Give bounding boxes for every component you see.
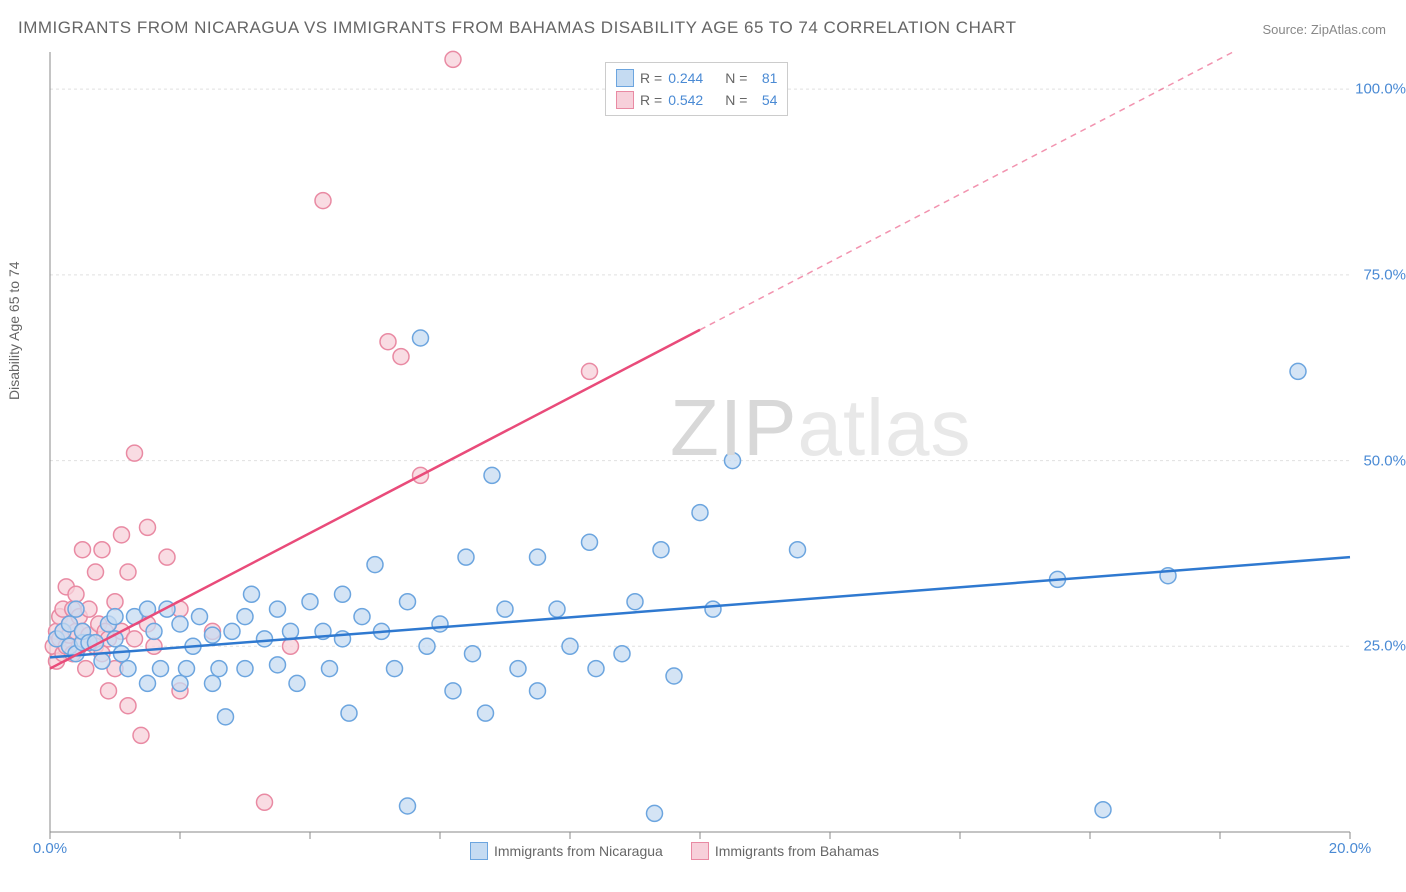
legend-n-label: N = (725, 70, 747, 86)
series-legend: Immigrants from Nicaragua Immigrants from… (470, 842, 879, 860)
y-axis-label: Disability Age 65 to 74 (6, 261, 22, 400)
y-tick-label: 75.0% (1363, 266, 1406, 283)
legend-item-label: Immigrants from Bahamas (715, 843, 879, 859)
chart-title: IMMIGRANTS FROM NICARAGUA VS IMMIGRANTS … (18, 18, 1017, 38)
legend-r-label: R = (640, 92, 662, 108)
legend-r-value: 0.244 (668, 70, 703, 86)
legend-r-value: 0.542 (668, 92, 703, 108)
x-tick-label: 0.0% (33, 840, 67, 857)
y-tick-label: 100.0% (1355, 81, 1406, 98)
y-tick-label: 50.0% (1363, 452, 1406, 469)
legend-swatch-icon (470, 842, 488, 860)
legend-item: Immigrants from Bahamas (691, 842, 879, 860)
legend-row: R = 0.542 N = 54 (616, 89, 777, 111)
legend-r-label: R = (640, 70, 662, 86)
plot-area: ZIPatlas R =0.244N =81R =0.542N =54 Immi… (50, 52, 1350, 832)
correlation-legend: R = 0.244 N = 81 R = 0.542 N = 54 (605, 62, 788, 116)
x-tick-label: 20.0% (1329, 840, 1372, 857)
source-label: Source: ZipAtlas.com (1262, 22, 1386, 37)
legend-n-label: N = (725, 92, 747, 108)
legend-swatch-icon (691, 842, 709, 860)
legend-row: R = 0.244 N = 81 (616, 67, 777, 89)
legend-n-value: 54 (753, 92, 777, 108)
y-tick-label: 25.0% (1363, 638, 1406, 655)
chart-svg (50, 52, 1350, 832)
legend-item-label: Immigrants from Nicaragua (494, 843, 663, 859)
legend-swatch-icon (616, 91, 634, 109)
legend-n-value: 81 (753, 70, 777, 86)
legend-item: Immigrants from Nicaragua (470, 842, 663, 860)
legend-swatch-icon (616, 69, 634, 87)
